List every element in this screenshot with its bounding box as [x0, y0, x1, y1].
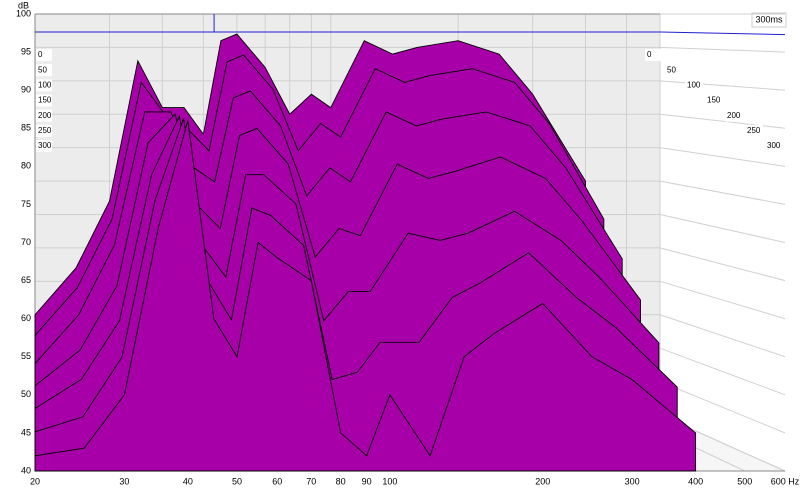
y-tick-label: 45: [21, 427, 31, 437]
y-tick-label: 80: [21, 161, 31, 171]
grid-line: [659, 147, 786, 167]
z-label-box: [765, 140, 783, 152]
y-tick-label: 75: [21, 199, 31, 209]
x-tick-label: 80: [336, 476, 346, 486]
z-label-box: [665, 64, 683, 77]
x-tick-label: 20: [30, 476, 40, 486]
y-tick-label: 95: [21, 46, 31, 56]
z-tick-label: 100: [687, 80, 701, 89]
x-tick-label: 400: [688, 476, 703, 486]
grid-line: [659, 46, 786, 53]
grid-line: [659, 280, 786, 320]
z-tick-label: 0: [647, 50, 652, 59]
z-tick-label: 150: [707, 96, 721, 105]
y-tick-label: 90: [21, 85, 31, 95]
y-tick-label: 65: [21, 275, 31, 285]
y-tick-label: 60: [21, 313, 31, 323]
z-tick-label: 50: [667, 65, 676, 74]
z-tick-label: 0: [38, 50, 43, 59]
z-label-box: [685, 79, 703, 92]
z-tick-label: 200: [38, 111, 52, 120]
grid-line: [659, 347, 786, 396]
z-tick-label: 250: [38, 126, 52, 135]
y-axis-label: dB: [18, 0, 29, 10]
z-label-box: [725, 109, 743, 122]
y-tick-label: 70: [21, 237, 31, 247]
z-label-box: [36, 94, 52, 107]
x-tick-label: 90: [362, 476, 372, 486]
grid-line: [659, 314, 786, 358]
x-tick-label: 500: [737, 476, 752, 486]
cursor-horizontal: [659, 31, 786, 36]
z-tick-label: 150: [38, 96, 52, 105]
y-tick-label: 40: [21, 465, 31, 475]
z-label-box: [36, 64, 52, 77]
x-tick-label: 50: [232, 476, 242, 486]
x-tick-label: 300: [625, 476, 640, 486]
x-tick-label: 600 Hz: [771, 476, 800, 486]
grid-line: [659, 180, 786, 205]
z-label-box: [36, 124, 52, 137]
y-tick-label: 100: [16, 8, 31, 18]
z-tick-label: 50: [38, 65, 47, 74]
y-tick-label: 50: [21, 389, 31, 399]
y-tick-label: 55: [21, 351, 31, 361]
z-tick-label: 200: [727, 111, 741, 120]
grid-line: [659, 214, 786, 243]
x-tick-label: 200: [535, 476, 550, 486]
grid-line: [659, 381, 786, 434]
z-tick-label: 300: [767, 141, 781, 150]
z-label-box: [36, 49, 52, 61]
z-tick-label: 300: [38, 141, 52, 150]
x-tick-label: 70: [306, 476, 316, 486]
z-tick-label: 250: [747, 126, 761, 135]
x-tick-label: 30: [119, 476, 129, 486]
z-label-box: [36, 109, 52, 122]
x-tick-label: 60: [272, 476, 282, 486]
z-label-box: [645, 49, 663, 61]
depth-label-box: [751, 12, 787, 28]
x-tick-label: 100: [382, 476, 397, 486]
z-label-box: [36, 140, 52, 152]
x-tick-label: 40: [183, 476, 193, 486]
slice: [34, 120, 697, 472]
grid-line: [659, 247, 786, 282]
z-label-box: [36, 79, 52, 92]
depth-label: 300ms: [755, 14, 783, 24]
grid-line: [659, 80, 786, 91]
y-tick-label: 85: [21, 123, 31, 133]
grid-line: [659, 113, 786, 129]
z-label-box: [745, 124, 763, 137]
z-label-box: [705, 94, 723, 107]
z-tick-label: 100: [38, 80, 52, 89]
